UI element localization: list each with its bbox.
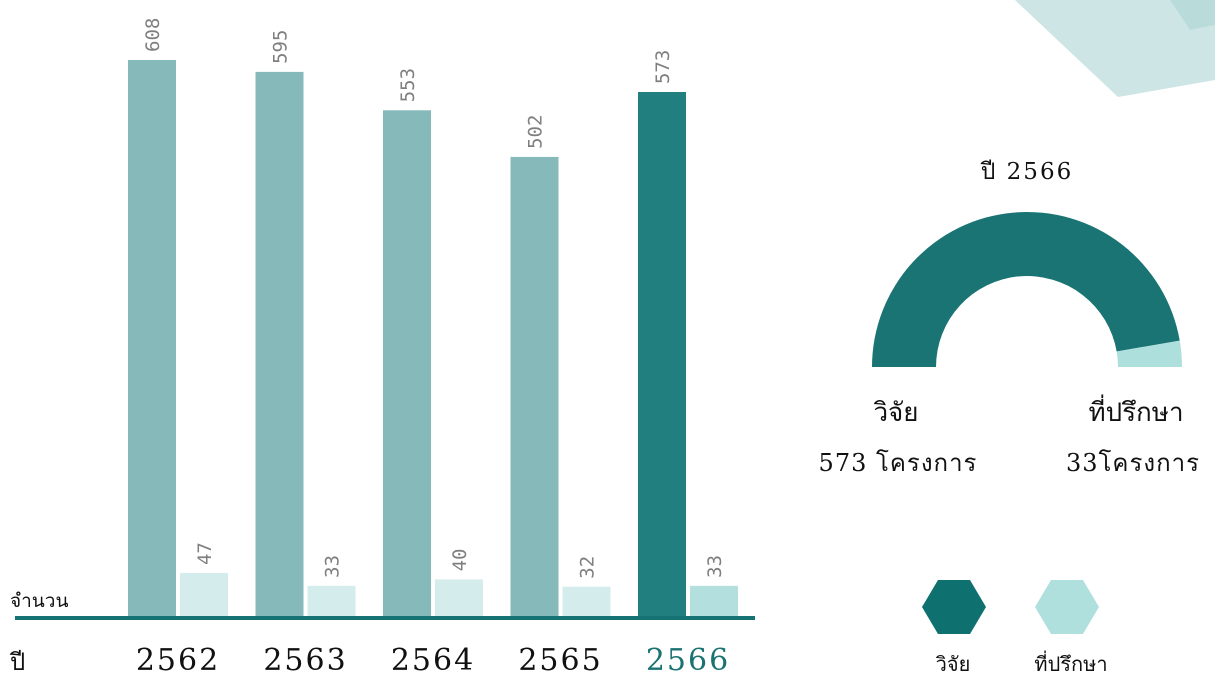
bar-consult-2562 [180, 573, 228, 616]
bar-group [128, 60, 738, 616]
bar-research-2566 [638, 92, 686, 616]
value-label-research-2563: 595 [270, 30, 292, 64]
donut-label-consult: ที่ปรึกษา [1088, 394, 1183, 428]
value-label-research-2565: 502 [525, 115, 547, 149]
bar-consult-2563 [307, 585, 356, 616]
donut-segment-research [872, 211, 1180, 367]
x-tick-label-2562: 2562 [136, 643, 220, 678]
value-label-research-2566: 573 [652, 50, 674, 84]
legend-hexagon-research [922, 580, 986, 634]
donut-value-consult: 33โครงการ [1066, 449, 1200, 477]
value-label-consult-2566: 33 [704, 555, 726, 578]
donut-value-research: 573 โครงการ [819, 449, 978, 477]
value-label-consult-2562: 47 [194, 542, 216, 565]
half-donut-chart [872, 211, 1182, 367]
value-label-research-2562: 608 [142, 18, 164, 52]
legend-label-consult: ที่ปรึกษา [1034, 650, 1107, 676]
value-label-group: 608 47 595 33 553 40 502 32 573 33 [142, 18, 726, 579]
bar-consult-2566 [690, 585, 738, 616]
legend-hexagon-consult [1035, 580, 1099, 634]
value-label-research-2564: 553 [397, 68, 419, 102]
value-label-consult-2565: 32 [577, 556, 599, 579]
x-tick-label-2566: 2566 [646, 643, 730, 678]
bar-research-2562 [128, 60, 176, 616]
x-axis-label: ปี [9, 648, 25, 676]
x-tick-label-2563: 2563 [263, 643, 347, 678]
bar-consult-2565 [562, 586, 611, 616]
donut-segment-consult [1116, 340, 1182, 367]
bar-research-2563 [255, 71, 304, 616]
donut-title: ปี 2566 [980, 159, 1073, 185]
value-label-consult-2563: 33 [322, 555, 344, 578]
y-axis-label: จำนวน [10, 590, 68, 612]
decorative-corner-hexagon [1015, 0, 1215, 97]
x-tick-label-2565: 2565 [518, 643, 602, 678]
value-label-consult-2564: 40 [449, 549, 471, 572]
bar-research-2565 [510, 156, 559, 616]
x-axis-baseline [15, 616, 755, 620]
x-tick-label-2564: 2564 [391, 643, 475, 678]
legend-label-research: วิจัย [936, 652, 971, 676]
legend: วิจัย ที่ปรึกษา [922, 580, 1108, 676]
bar-research-2564 [383, 110, 431, 616]
x-tick-labels: 2562 2563 2564 2565 2566 [136, 643, 730, 678]
donut-label-research: วิจัย [873, 398, 918, 428]
bar-consult-2564 [435, 579, 483, 616]
